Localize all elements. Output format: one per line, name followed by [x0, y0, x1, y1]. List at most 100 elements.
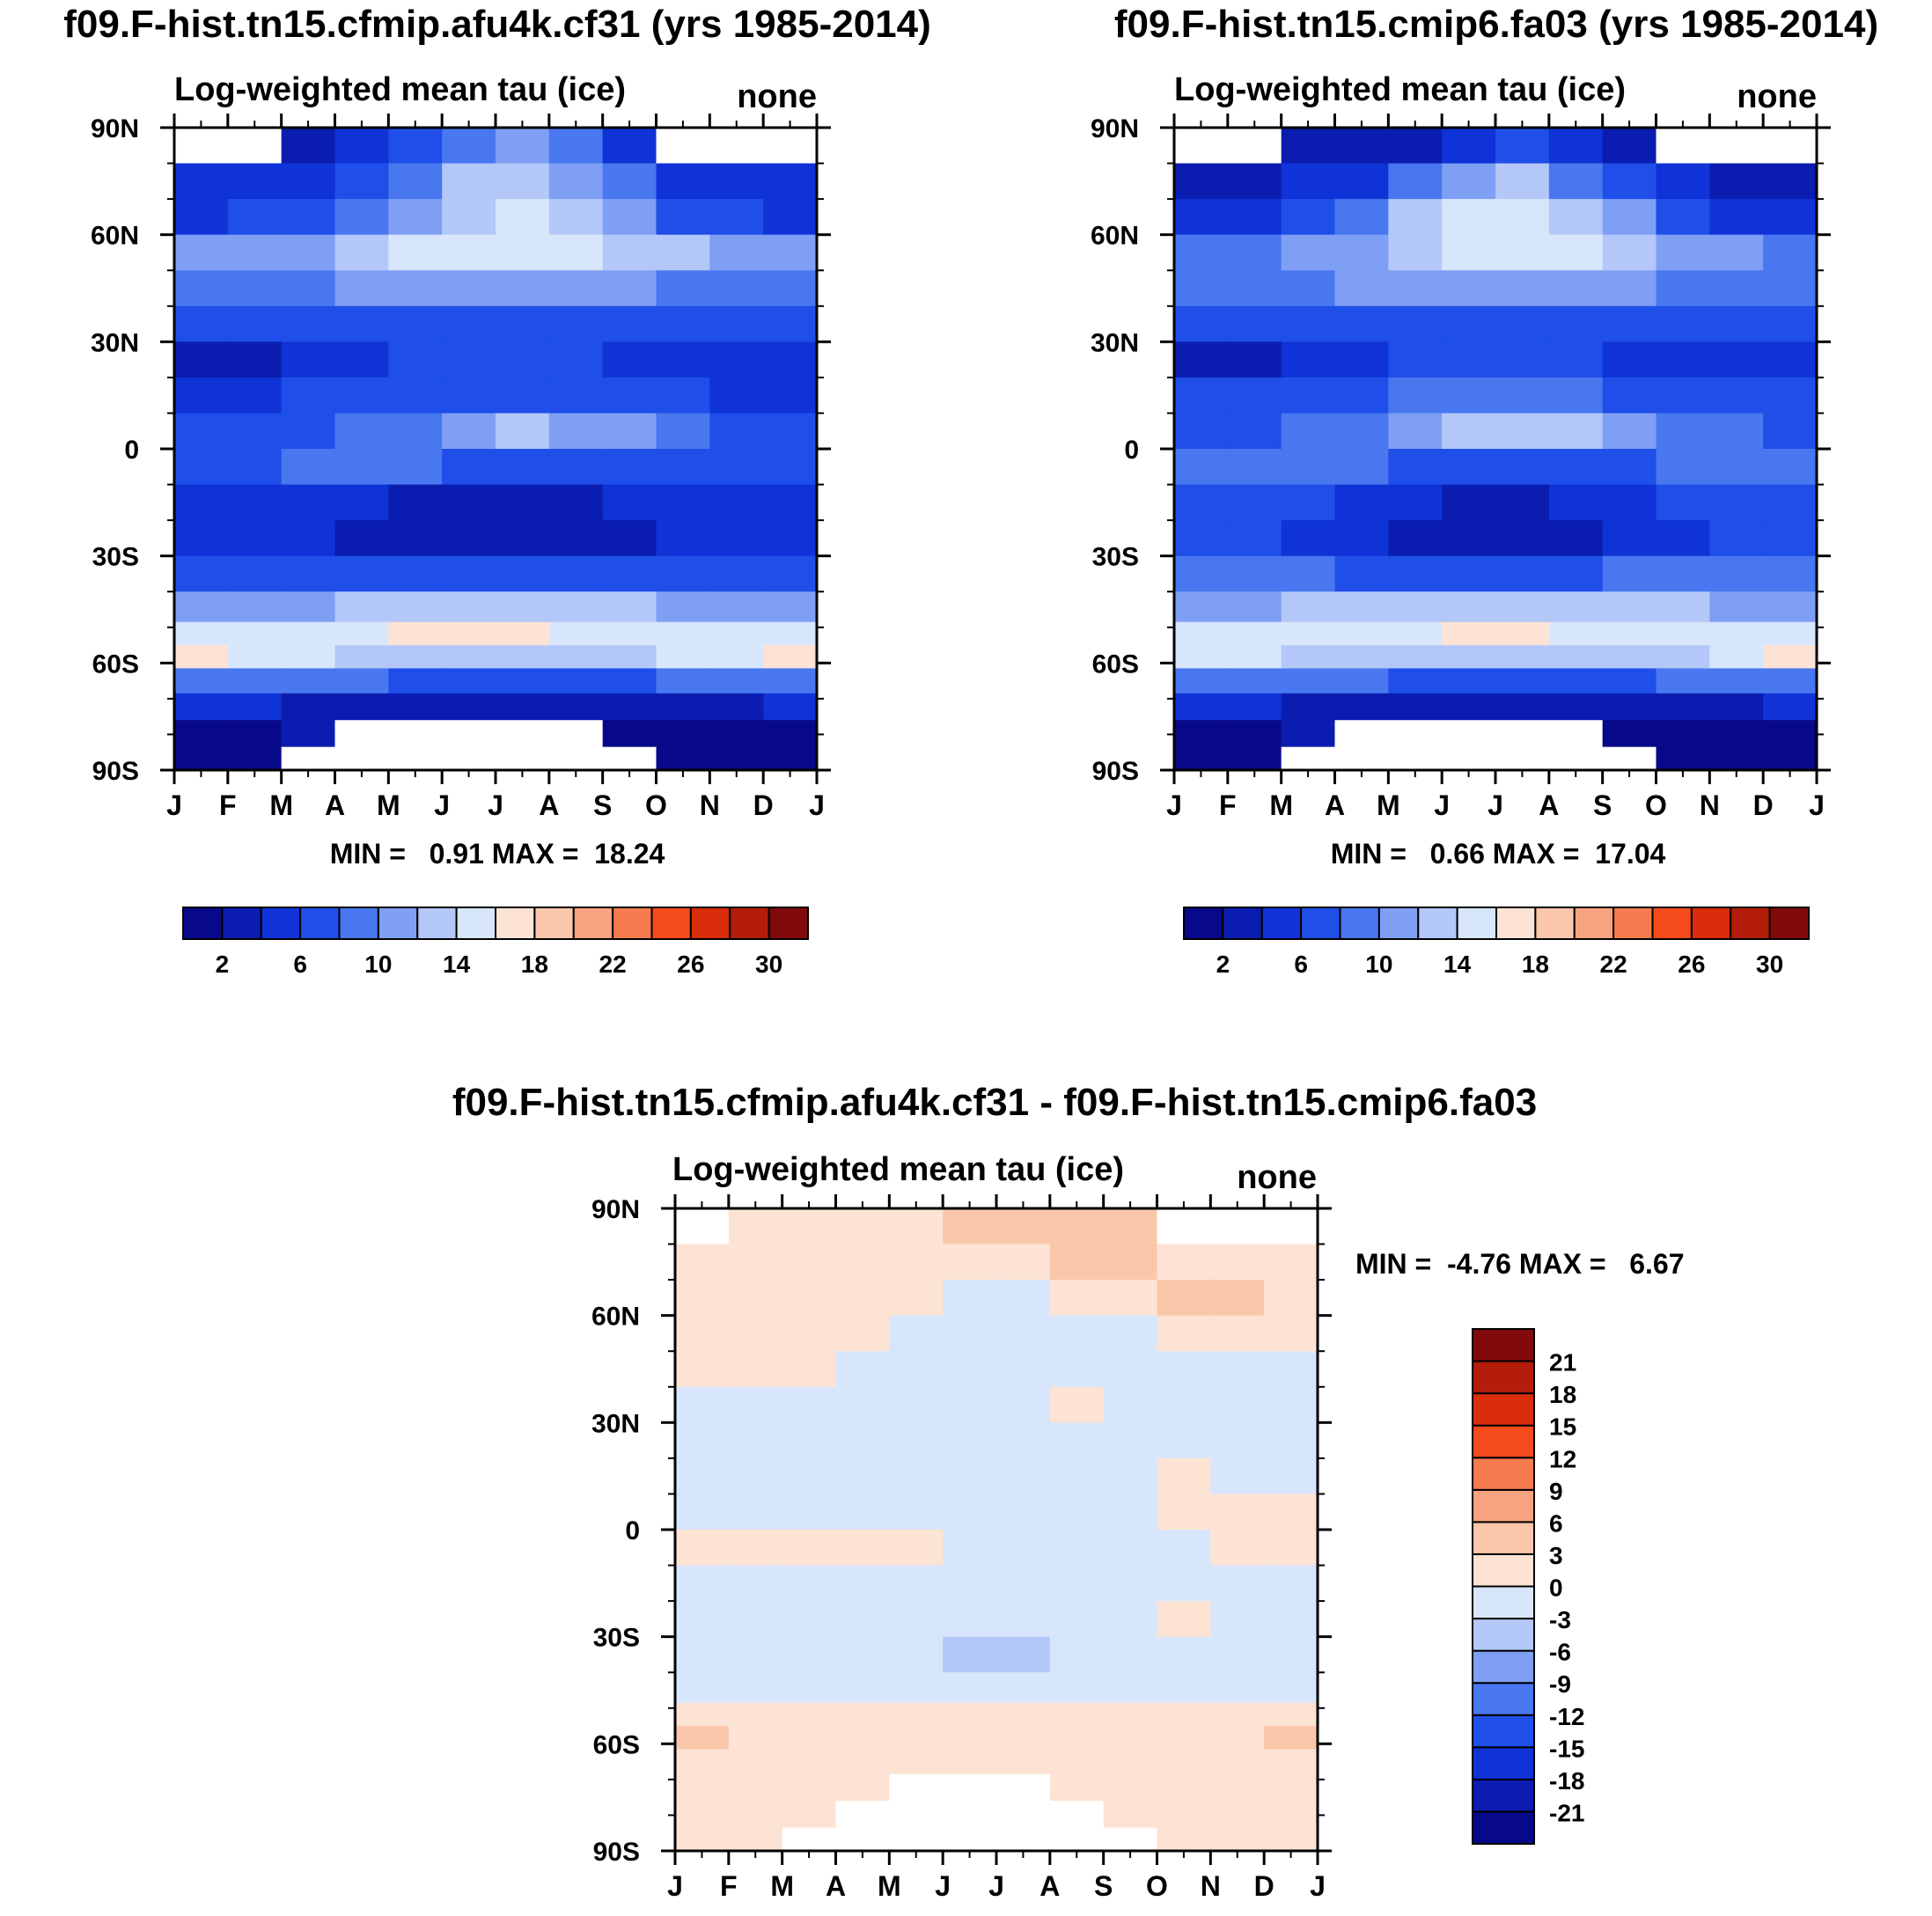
field-cell — [1602, 484, 1657, 521]
field-cell — [709, 413, 764, 450]
field-cell — [1334, 199, 1389, 236]
field-cell — [1442, 341, 1496, 378]
field-cell — [281, 591, 336, 623]
field-cell — [1495, 555, 1550, 592]
field-cell — [1174, 520, 1229, 557]
field-cell — [1049, 1386, 1105, 1423]
field-cell — [227, 668, 283, 694]
field-cell — [889, 1351, 944, 1388]
x-tick-label: S — [1094, 1870, 1113, 1902]
field-cell — [1763, 746, 1818, 771]
field-cell — [763, 270, 818, 307]
field-cell — [1763, 163, 1818, 200]
field-cell — [1709, 555, 1764, 592]
field-cell — [1495, 377, 1550, 415]
field-cell — [227, 128, 283, 165]
field-cell — [548, 199, 604, 236]
field-cell — [1210, 1208, 1265, 1245]
field-cell — [1602, 128, 1657, 165]
field-cell — [602, 645, 657, 670]
field-cell — [281, 163, 336, 200]
colorbar-label: 18 — [521, 951, 548, 978]
field-cell — [442, 128, 496, 165]
field-cell — [548, 591, 604, 623]
field-cell — [728, 1749, 783, 1775]
field-cell — [281, 720, 336, 748]
field-cell — [1264, 1801, 1319, 1829]
field-cell — [1334, 377, 1389, 415]
field-cell — [602, 484, 657, 521]
field-cell — [1049, 1827, 1105, 1852]
field-cell — [1049, 1530, 1105, 1567]
x-tick-label: A — [826, 1870, 846, 1902]
colorbar-swatch — [299, 907, 341, 940]
y-tick-label: 30S — [92, 543, 139, 572]
field-cell — [174, 163, 229, 200]
field-cell — [1334, 449, 1389, 486]
field-cell — [763, 163, 818, 200]
field-cell — [835, 1530, 890, 1567]
colorbar-swatch — [1472, 1810, 1535, 1845]
field-cell — [728, 1280, 783, 1317]
field-cell — [1157, 1280, 1211, 1317]
field-cell — [281, 645, 336, 670]
field-cell — [996, 1280, 1051, 1317]
field-cell — [1227, 645, 1282, 670]
colorbar-label: 26 — [1678, 951, 1705, 978]
field-cell — [1264, 1351, 1319, 1388]
colorbar-label: 10 — [1365, 951, 1392, 978]
colorbar: 21 18 15 12 9 6 3 0 -3 -6 -9 -12 -15 -18 -21 — [1472, 1328, 1584, 1845]
field-cell — [675, 1773, 730, 1802]
field-cell — [709, 693, 764, 721]
field-cell — [1264, 1494, 1319, 1531]
field-cell — [174, 668, 229, 694]
colorbar-label: 6 — [1294, 951, 1308, 978]
field-cell — [1388, 621, 1443, 646]
field-cell — [227, 199, 283, 236]
field-cell — [1157, 1726, 1211, 1751]
field-cell — [174, 377, 229, 415]
field-cell — [728, 1601, 783, 1638]
field-cell — [1709, 746, 1764, 771]
field-cell — [1548, 720, 1604, 748]
field-cell — [388, 520, 443, 557]
x-tick-label: J — [1166, 789, 1182, 821]
field-cell — [1763, 720, 1818, 748]
field-cell — [1495, 591, 1550, 623]
units-label: none — [1737, 78, 1817, 115]
field-cell — [1210, 1672, 1265, 1704]
field-cell — [1227, 234, 1282, 271]
field-cell — [763, 693, 818, 721]
field-cell — [943, 1280, 997, 1317]
x-tick-label: O — [1645, 789, 1667, 821]
units-label: none — [1237, 1159, 1317, 1196]
colorbar-label: -21 — [1549, 1799, 1584, 1826]
field-cell — [1656, 520, 1710, 557]
field-cell — [889, 1726, 944, 1751]
field-cell — [763, 199, 818, 236]
field-cell — [174, 449, 229, 486]
colorbar-swatch — [1472, 1585, 1535, 1620]
field-cell — [782, 1208, 837, 1245]
field-cell — [1656, 199, 1710, 236]
field-cell — [1656, 668, 1710, 694]
field-cell — [1334, 270, 1389, 307]
field-cell — [728, 1801, 783, 1829]
field-cell — [1548, 746, 1604, 771]
field-cell — [334, 270, 389, 307]
field-cell — [1103, 1565, 1158, 1602]
field-cell — [889, 1601, 944, 1638]
field-cell — [334, 199, 389, 236]
field-cell — [1495, 199, 1550, 236]
field-cell — [1388, 484, 1443, 521]
field-cell — [1157, 1601, 1211, 1638]
field-cell — [1602, 591, 1657, 623]
field-cell — [1281, 645, 1336, 670]
field-cell — [602, 520, 657, 557]
field-cell — [548, 720, 604, 748]
field-cell — [1388, 720, 1443, 748]
field-cell — [782, 1801, 837, 1829]
field-cell — [1103, 1422, 1158, 1459]
field-cell — [835, 1351, 890, 1388]
field-cell — [1174, 621, 1229, 646]
